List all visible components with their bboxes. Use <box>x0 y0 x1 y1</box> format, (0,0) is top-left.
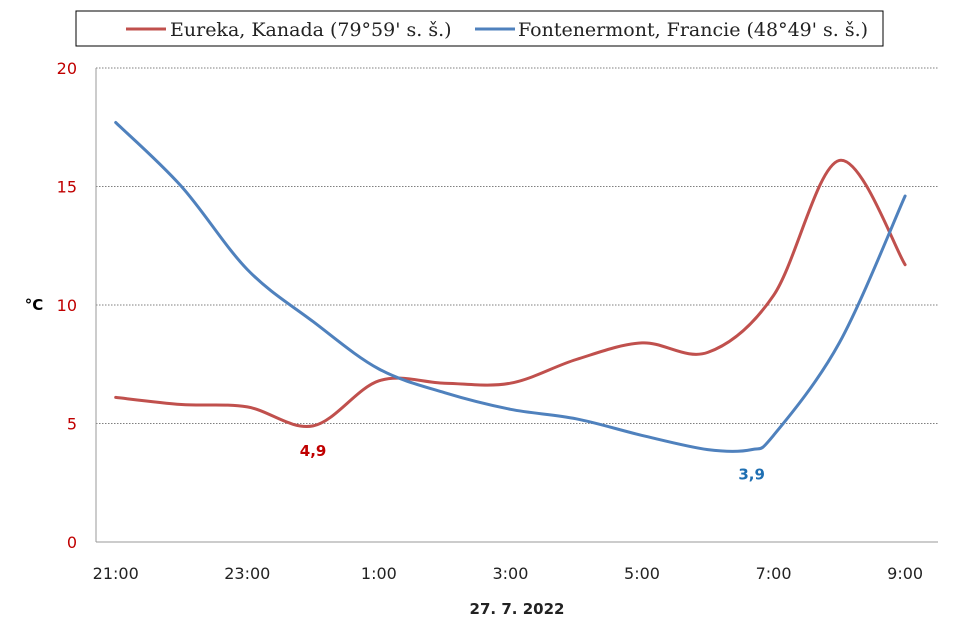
x-tick-label: 3:00 <box>492 564 528 583</box>
x-tick-label: 9:00 <box>887 564 923 583</box>
y-tick-labels: 0 5 10 15 20 <box>57 59 77 552</box>
y-tick-label: 20 <box>57 59 77 78</box>
data-label: 3,9 <box>738 466 765 484</box>
x-tick-label: 23:00 <box>224 564 270 583</box>
y-tick-label: 5 <box>67 415 77 434</box>
legend-label-eureka: Eureka, Kanada (79°59' s. š.) <box>170 19 452 41</box>
x-tick-label: 21:00 <box>93 564 139 583</box>
legend: Eureka, Kanada (79°59' s. š.) Fontenermo… <box>75 10 884 47</box>
x-axis-label: 27. 7. 2022 <box>470 600 565 618</box>
data-label: 4,9 <box>300 442 327 460</box>
x-tick-label: 7:00 <box>756 564 792 583</box>
x-tick-label: 1:00 <box>361 564 397 583</box>
series-line-eureka <box>114 158 907 428</box>
legend-label-fontenermont: Fontenermont, Francie (48°49' s. š.) <box>518 19 868 41</box>
annotations: 4,9 3,9 <box>300 442 765 484</box>
y-tick-label: 15 <box>57 178 77 197</box>
x-tick-label: 5:00 <box>624 564 660 583</box>
series-lines <box>114 121 907 453</box>
gridlines <box>96 67 938 424</box>
x-tick-labels: 21:00 23:00 1:00 3:00 5:00 7:00 9:00 <box>93 564 923 583</box>
y-tick-label: 10 <box>57 296 77 315</box>
y-tick-label: 0 <box>67 533 77 552</box>
series-line-fontenermont <box>114 121 907 453</box>
y-axis-label: °C <box>25 296 44 314</box>
